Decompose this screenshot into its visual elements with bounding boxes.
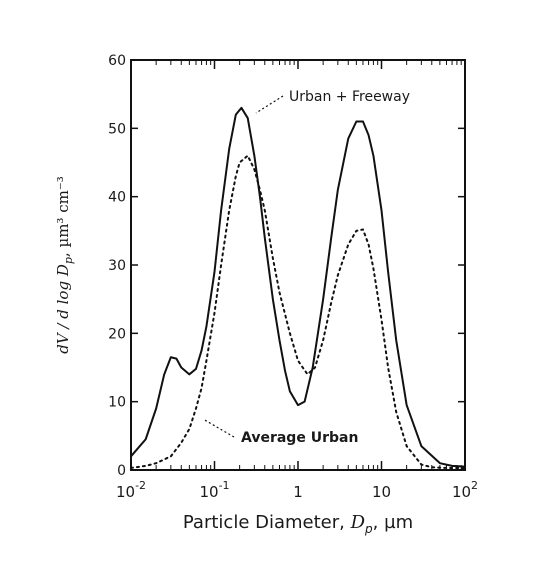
x-axis-title: Particle Diameter, Dp, µm <box>183 512 413 536</box>
series-line-urban-freeway <box>130 106 466 468</box>
plot-frame <box>130 59 466 471</box>
x-tick-label: 10-2 <box>116 479 146 501</box>
y-tick-label: 10 <box>108 395 126 411</box>
annotation-average-urban: Average Urban <box>241 430 358 446</box>
y-tick-label: 20 <box>108 326 126 342</box>
y-tick-label: 40 <box>108 190 126 206</box>
y-tick-label: 30 <box>108 258 126 274</box>
y-tick-label: 60 <box>108 53 126 69</box>
annotation-urban-freeway: Urban + Freeway <box>289 89 410 105</box>
y-tick-label: 50 <box>108 121 126 137</box>
y-tick-label: 0 <box>117 463 126 479</box>
x-tick-label: 10-1 <box>199 479 229 501</box>
x-tick-label: 1 <box>293 483 303 501</box>
annotation-leader-urban-freeway <box>255 95 284 114</box>
x-tick-label: 102 <box>452 479 478 501</box>
y-axis-title: dV / d log Dp, µm³ cm⁻³ <box>54 176 75 354</box>
x-tick-label: 10 <box>372 483 391 501</box>
series-line-average-urban <box>130 154 466 469</box>
annotation-leader-average-urban <box>202 418 235 438</box>
